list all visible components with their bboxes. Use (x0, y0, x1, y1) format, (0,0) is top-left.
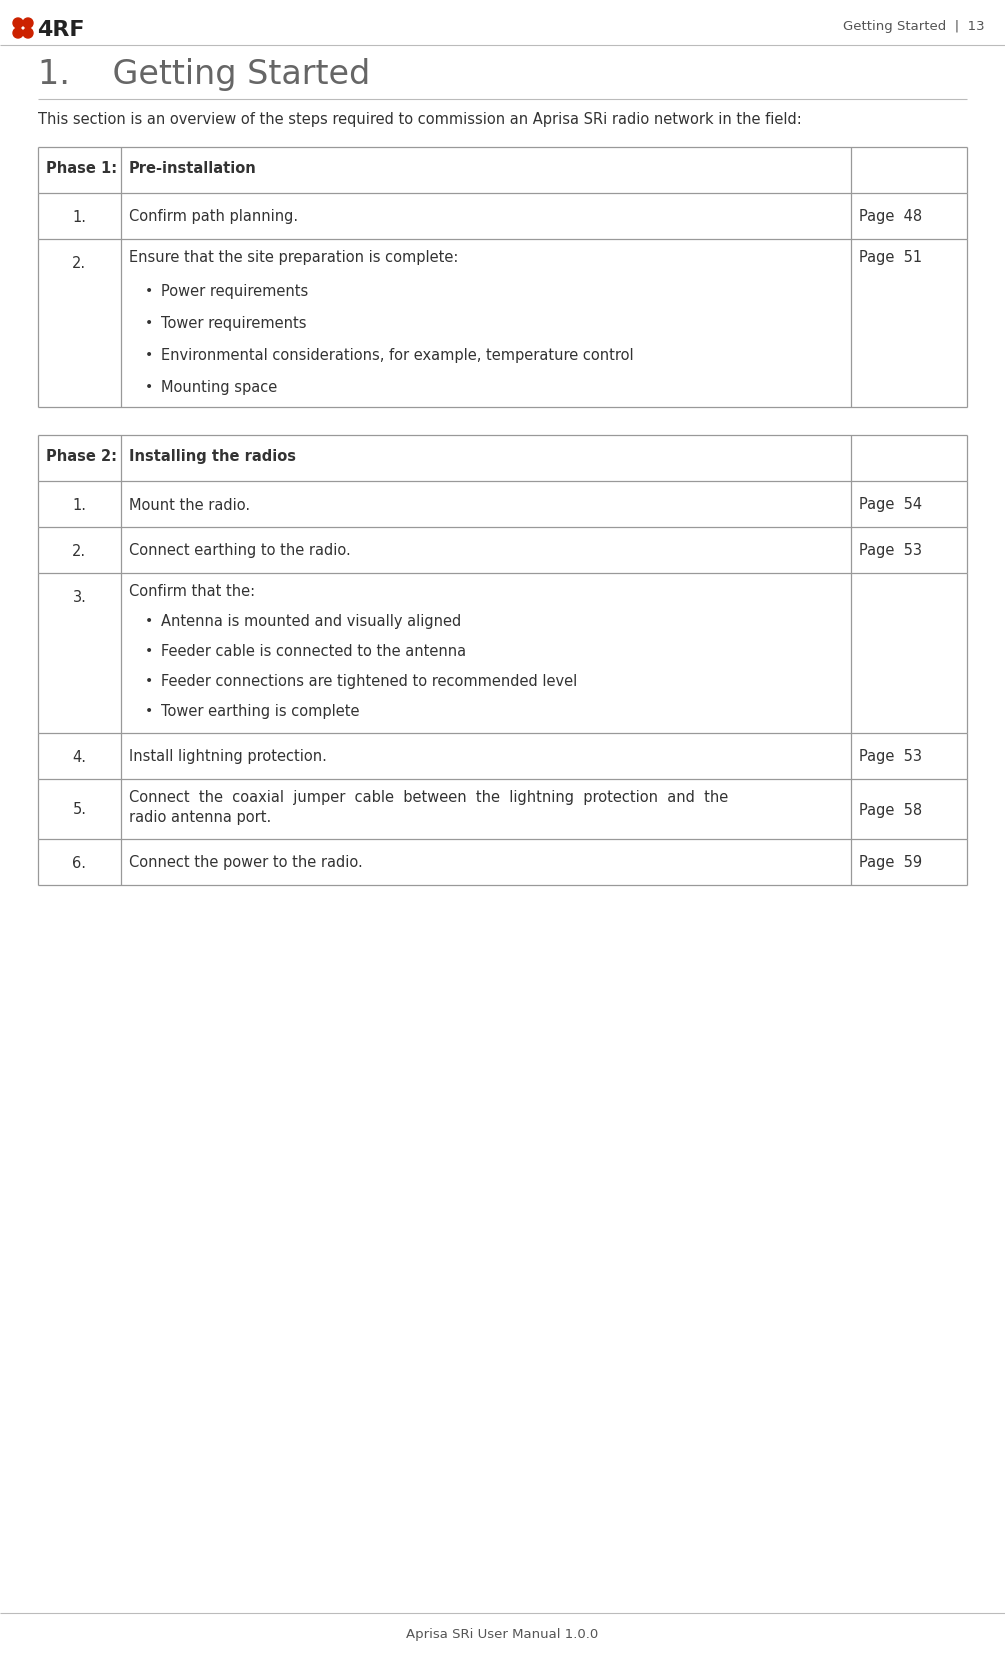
Text: 2.: 2. (72, 543, 86, 558)
Text: Pre-installation: Pre-installation (129, 161, 256, 175)
Circle shape (23, 30, 33, 40)
Text: Connect  the  coaxial  jumper  cable  between  the  lightning  protection  and  : Connect the coaxial jumper cable between… (129, 789, 728, 804)
Text: 1.    Getting Started: 1. Getting Started (38, 58, 371, 91)
Text: 1.: 1. (72, 496, 86, 511)
Text: Installing the radios: Installing the radios (129, 449, 295, 463)
Text: 5.: 5. (72, 803, 86, 818)
Text: Getting Started  |  13: Getting Started | 13 (843, 20, 985, 33)
Text: Page  53: Page 53 (859, 543, 923, 558)
Text: •: • (145, 703, 153, 718)
Text: Page  58: Page 58 (859, 803, 923, 818)
Text: Connect earthing to the radio.: Connect earthing to the radio. (129, 543, 351, 558)
Text: Tower earthing is complete: Tower earthing is complete (161, 703, 359, 718)
Text: •: • (145, 283, 153, 298)
Circle shape (13, 30, 23, 40)
Text: Feeder cable is connected to the antenna: Feeder cable is connected to the antenna (161, 644, 465, 659)
Text: This section is an overview of the steps required to commission an Aprisa SRi ra: This section is an overview of the steps… (38, 113, 802, 127)
Text: 3.: 3. (72, 589, 86, 604)
Text: •: • (145, 316, 153, 329)
Circle shape (23, 18, 33, 30)
Text: Antenna is mounted and visually aligned: Antenna is mounted and visually aligned (161, 614, 461, 629)
Text: •: • (145, 674, 153, 687)
Text: Ensure that the site preparation is complete:: Ensure that the site preparation is comp… (129, 250, 458, 265)
Text: 4RF: 4RF (37, 20, 84, 40)
Text: Mounting space: Mounting space (161, 379, 276, 396)
Text: Confirm path planning.: Confirm path planning. (129, 210, 297, 225)
Text: Page  51: Page 51 (859, 250, 923, 265)
Text: 1.: 1. (72, 210, 86, 225)
Text: Environmental considerations, for example, temperature control: Environmental considerations, for exampl… (161, 348, 633, 362)
Text: •: • (145, 348, 153, 362)
Text: Aprisa SRi User Manual 1.0.0: Aprisa SRi User Manual 1.0.0 (406, 1627, 599, 1640)
Text: •: • (145, 614, 153, 627)
Circle shape (13, 18, 23, 30)
Text: Page  48: Page 48 (859, 210, 923, 225)
Text: 6.: 6. (72, 856, 86, 871)
Text: Phase 1:: Phase 1: (46, 161, 118, 175)
Text: Power requirements: Power requirements (161, 283, 308, 300)
Text: radio antenna port.: radio antenna port. (129, 809, 271, 824)
Text: Mount the radio.: Mount the radio. (129, 496, 249, 511)
Text: Page  59: Page 59 (859, 856, 923, 871)
Text: 4.: 4. (72, 750, 86, 765)
Text: Page  54: Page 54 (859, 496, 923, 511)
Text: Install lightning protection.: Install lightning protection. (129, 750, 327, 765)
Text: Feeder connections are tightened to recommended level: Feeder connections are tightened to reco… (161, 674, 577, 688)
Text: Connect the power to the radio.: Connect the power to the radio. (129, 856, 363, 871)
Text: •: • (145, 644, 153, 657)
Text: 2.: 2. (72, 257, 86, 271)
Text: Phase 2:: Phase 2: (46, 449, 118, 463)
Text: Tower requirements: Tower requirements (161, 316, 307, 331)
Text: Page  53: Page 53 (859, 750, 923, 765)
Text: Confirm that the:: Confirm that the: (129, 584, 254, 599)
Text: •: • (145, 379, 153, 394)
